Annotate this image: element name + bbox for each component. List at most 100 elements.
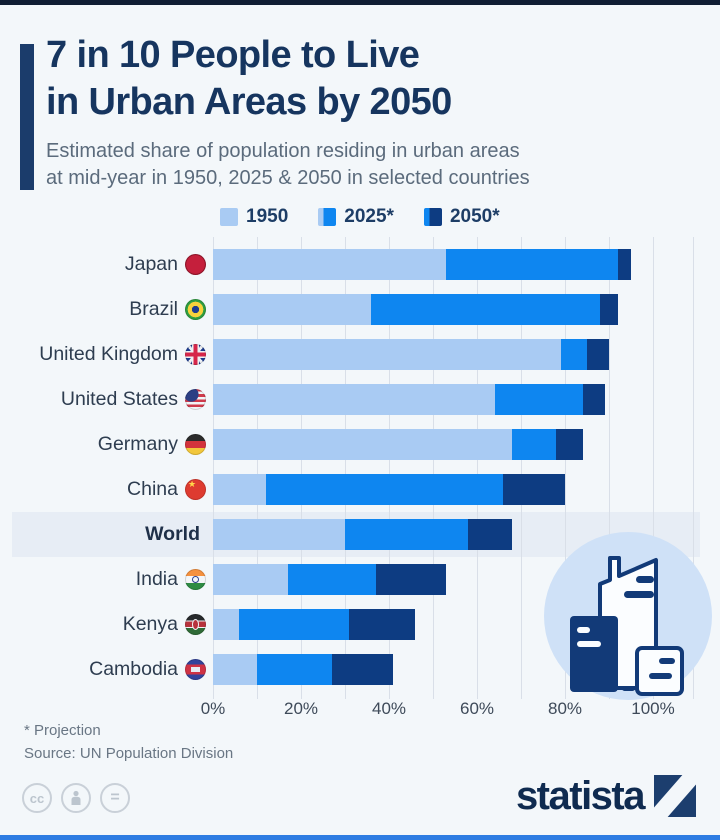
projection-footnote: * Projection (24, 722, 101, 739)
buildings-illustration-icon (544, 532, 712, 700)
bar-row-united-kingdom (213, 339, 693, 370)
category-row-cambodia: Cambodia (0, 647, 206, 692)
category-label: Japan (124, 253, 178, 275)
category-row-kenya: Kenya (0, 602, 206, 647)
bar-cambodia-1950 (213, 654, 257, 685)
legend-item-2050-: 2050* (423, 206, 500, 228)
legend-swatch-icon (423, 208, 442, 226)
gridline (521, 237, 522, 699)
x-tick-0: 0% (200, 699, 226, 718)
flag-germany-icon (185, 434, 206, 455)
legend-label: 2025* (344, 206, 394, 227)
subtitle-line-1: Estimated share of population residing i… (46, 140, 520, 162)
plot-area (213, 237, 694, 699)
gridline (477, 237, 478, 699)
bar-row-kenya (213, 609, 693, 640)
bar-united-states-1950 (213, 384, 495, 415)
category-label: Kenya (122, 613, 178, 635)
legend-label: 2050* (449, 206, 500, 227)
flag-united-kingdom-icon (185, 344, 206, 365)
bar-china-1950 (213, 474, 266, 505)
title-line-2: in Urban Areas by 2050 (46, 81, 452, 123)
bar-japan-1950 (213, 249, 447, 280)
category-row-india: India (0, 557, 206, 602)
category-label: China (127, 478, 178, 500)
gridline (565, 237, 566, 699)
flag-india-icon (185, 569, 206, 590)
legend-swatch-icon (318, 208, 337, 226)
statista-wordmark: statista (515, 774, 646, 818)
subtitle-line-2: at mid-year in 1950, 2025 & 2050 in sele… (46, 167, 530, 189)
gridline (433, 237, 434, 699)
bar-row-brazil (213, 294, 693, 325)
category-row-united-states: United States (0, 377, 206, 422)
x-tick-20: 20% (283, 699, 319, 718)
category-row-united-kingdom: United Kingdom (0, 332, 206, 377)
page-subtitle: Estimated share of population residing i… (46, 138, 530, 192)
bar-row-china (213, 474, 693, 505)
bar-india-1950 (213, 564, 288, 595)
legend-label: 1950 (246, 206, 289, 227)
gridline (693, 237, 694, 699)
bar-germany-1950 (213, 429, 513, 460)
category-label: Brazil (129, 298, 178, 320)
legend-item-1950: 1950 (220, 206, 288, 228)
bar-world-1950 (213, 519, 345, 550)
chart-notes: * Projection Source: UN Population Divis… (24, 719, 233, 765)
legend-swatch-icon (220, 208, 238, 226)
category-label: World (145, 523, 200, 545)
gridline (257, 237, 258, 699)
category-label: United States (60, 388, 178, 410)
bar-row-cambodia (213, 654, 693, 685)
flag-japan-icon (185, 254, 206, 275)
flag-united-states-icon (185, 389, 206, 410)
category-label: United Kingdom (39, 343, 178, 365)
gridline (301, 237, 302, 699)
x-tick-60: 60% (459, 699, 495, 718)
statista-logo[interactable]: statista (516, 774, 696, 818)
category-row-japan: Japan (0, 242, 206, 287)
bar-row-india (213, 564, 693, 595)
gridline (389, 237, 390, 699)
cc-license-icon[interactable]: cc (22, 783, 52, 813)
flag-brazil-icon (185, 299, 206, 320)
category-row-brazil: Brazil (0, 287, 206, 332)
bar-united-kingdom-1950 (213, 339, 561, 370)
flag-kenya-icon (185, 614, 206, 635)
category-label: India (135, 568, 178, 590)
title-line-1: 7 in 10 People to Live (46, 34, 420, 76)
x-tick-80: 80% (547, 699, 583, 718)
statista-logo-icon (654, 775, 696, 817)
bar-row-germany (213, 429, 693, 460)
flag-cambodia-icon (185, 659, 206, 680)
gridline (609, 237, 610, 699)
category-label: Germany (97, 433, 178, 455)
title-accent-bar (20, 44, 34, 190)
bar-brazil-1950 (213, 294, 372, 325)
top-edge-bar (0, 0, 720, 5)
equals-license-icon[interactable]: = (100, 783, 130, 813)
flag-china-icon (185, 479, 206, 500)
bar-row-world (213, 519, 693, 550)
category-labels: Japan Brazil United Kingdom United States Ge… (0, 242, 206, 692)
category-row-germany: Germany (0, 422, 206, 467)
bar-row-japan (213, 249, 693, 280)
chart-legend: 1950 2025* 2050* (220, 206, 500, 228)
x-axis-tick-labels: 0% 20% 40% 60% 80% 100% (201, 699, 693, 719)
x-tick-100: 100% (631, 699, 675, 718)
gridline (345, 237, 346, 699)
page-title: 7 in 10 People to Live in Urban Areas by … (46, 32, 452, 126)
bar-row-united-states (213, 384, 693, 415)
category-row-world: World (0, 512, 206, 557)
license-badges: cc = (22, 783, 130, 813)
bottom-edge-bar (0, 835, 720, 840)
x-tick-40: 40% (371, 699, 407, 718)
category-row-china: China (0, 467, 206, 512)
category-label: Cambodia (89, 658, 178, 680)
gridline (213, 237, 214, 699)
attribution-person-icon[interactable] (61, 783, 91, 813)
gridline (653, 237, 654, 699)
legend-item-2025-: 2025* (318, 206, 394, 228)
bar-kenya-1950 (213, 609, 240, 640)
